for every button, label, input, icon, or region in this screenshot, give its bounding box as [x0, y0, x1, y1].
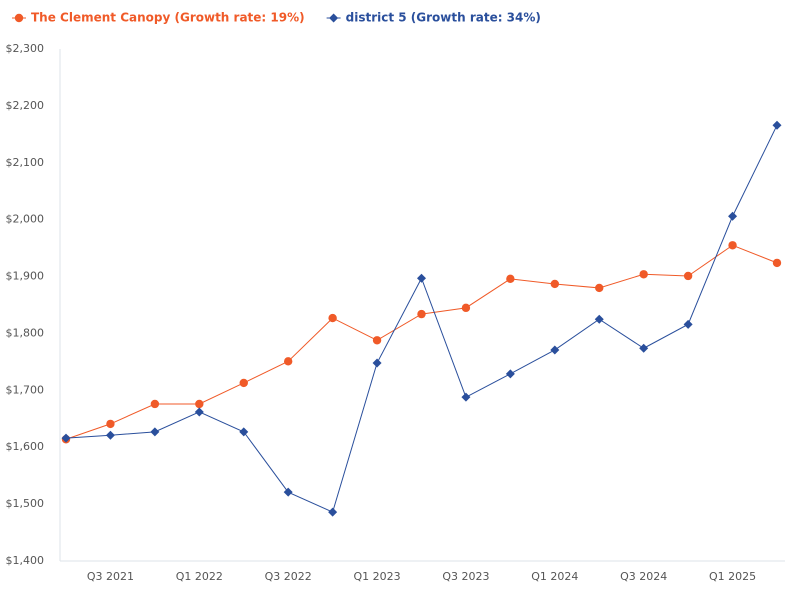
x-tick-label: Q3 2022	[265, 570, 312, 583]
data-point	[239, 378, 248, 388]
data-point	[150, 427, 160, 437]
data-point	[683, 271, 693, 281]
data-point	[639, 270, 648, 279]
data-point	[505, 369, 515, 379]
data-point	[283, 487, 293, 497]
y-tick-label: $1,400	[6, 554, 45, 567]
y-tick-label: $1,900	[6, 270, 45, 283]
data-point	[683, 319, 693, 329]
x-tick-label: Q3 2021	[87, 570, 134, 583]
y-tick-label: $1,600	[6, 440, 45, 453]
data-point	[728, 211, 738, 221]
data-point	[328, 507, 338, 517]
data-point	[239, 427, 249, 437]
legend-marker	[329, 13, 339, 23]
data-point	[728, 241, 737, 250]
series-line	[65, 125, 778, 513]
data-point	[372, 358, 382, 368]
y-tick-label: $1,500	[6, 497, 45, 510]
data-point	[417, 273, 426, 283]
y-tick-label: $2,200	[6, 99, 45, 112]
data-point	[639, 343, 649, 353]
legend-label: district 5 (Growth rate: 34%)	[346, 11, 541, 25]
data-point	[550, 345, 560, 355]
data-point	[772, 120, 782, 130]
legend-label: The Clement Canopy (Growth rate: 19%)	[31, 11, 305, 25]
legend-marker	[14, 13, 24, 23]
data-point	[195, 399, 204, 409]
y-tick-label: $2,000	[6, 213, 45, 226]
x-tick-label: Q1 2025	[709, 570, 756, 583]
data-point	[506, 274, 515, 284]
data-point	[61, 433, 71, 443]
data-point	[194, 407, 204, 417]
y-tick-label: $1,700	[6, 383, 45, 396]
data-point	[550, 279, 560, 289]
x-tick-label: Q3 2023	[442, 570, 489, 583]
data-point	[461, 303, 471, 313]
y-tick-label: $2,300	[6, 42, 45, 55]
data-point	[105, 430, 115, 440]
data-point	[772, 258, 782, 268]
x-tick-label: Q3 2024	[620, 570, 667, 583]
data-point	[372, 336, 382, 345]
y-tick-label: $2,100	[6, 156, 45, 169]
x-tick-label: Q1 2022	[176, 570, 223, 583]
x-tick-label: Q1 2023	[353, 570, 400, 583]
y-tick-label: $1,800	[6, 326, 45, 339]
data-point	[106, 419, 115, 429]
data-point	[594, 314, 604, 324]
data-point	[328, 313, 337, 323]
x-tick-label: Q1 2024	[531, 570, 578, 583]
data-point	[461, 392, 471, 402]
data-point	[417, 309, 426, 319]
data-point	[283, 357, 293, 366]
data-point	[150, 399, 160, 409]
data-point	[595, 283, 604, 293]
